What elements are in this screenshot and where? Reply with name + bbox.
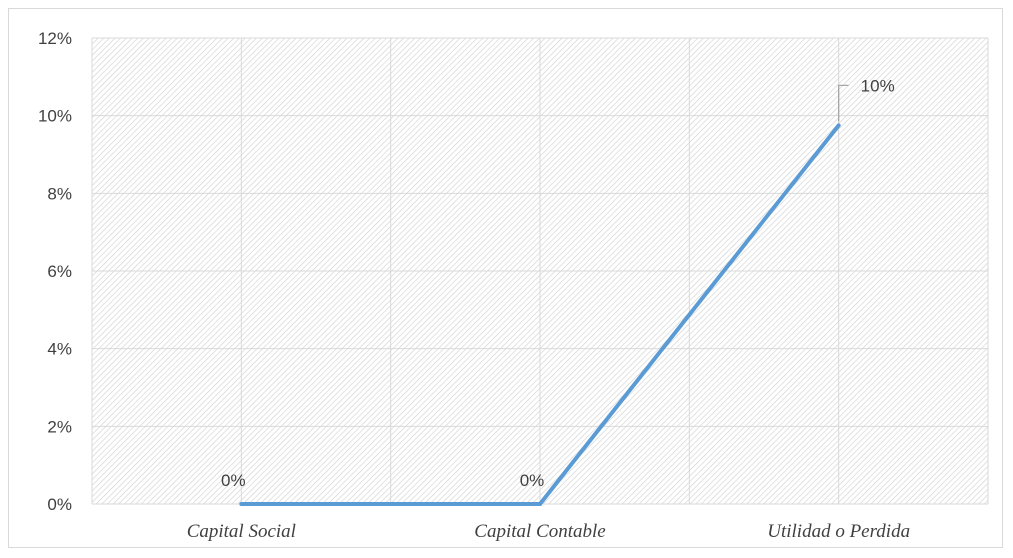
series — [239, 123, 841, 506]
data-point — [538, 502, 542, 506]
gridlines — [91, 37, 989, 505]
y-tick-label: 8% — [47, 184, 72, 203]
y-tick-label: 2% — [47, 417, 72, 436]
y-axis-ticks: 0% 2% 4% 6% 8% 10% 12% — [38, 29, 72, 514]
data-label: 10% — [861, 76, 895, 95]
y-tick-label: 12% — [38, 29, 72, 48]
data-label-leader — [838, 84, 849, 122]
data-labels: 0% 0% 10% — [221, 76, 895, 490]
x-category-label: Capital Social — [187, 521, 296, 542]
y-tick-label: 0% — [47, 495, 72, 514]
y-tick-label: 10% — [38, 107, 72, 126]
x-category-label: Utilidad o Perdida — [767, 521, 910, 542]
data-label: 0% — [520, 471, 545, 490]
x-category-label: Capital Contable — [474, 521, 605, 542]
y-tick-label: 4% — [47, 340, 72, 359]
y-tick-label: 6% — [47, 262, 72, 281]
data-point — [239, 502, 244, 506]
data-label: 0% — [221, 471, 246, 490]
x-axis-categories: Capital Social Capital Contable Utilidad o… — [187, 521, 910, 542]
data-point — [836, 123, 841, 128]
